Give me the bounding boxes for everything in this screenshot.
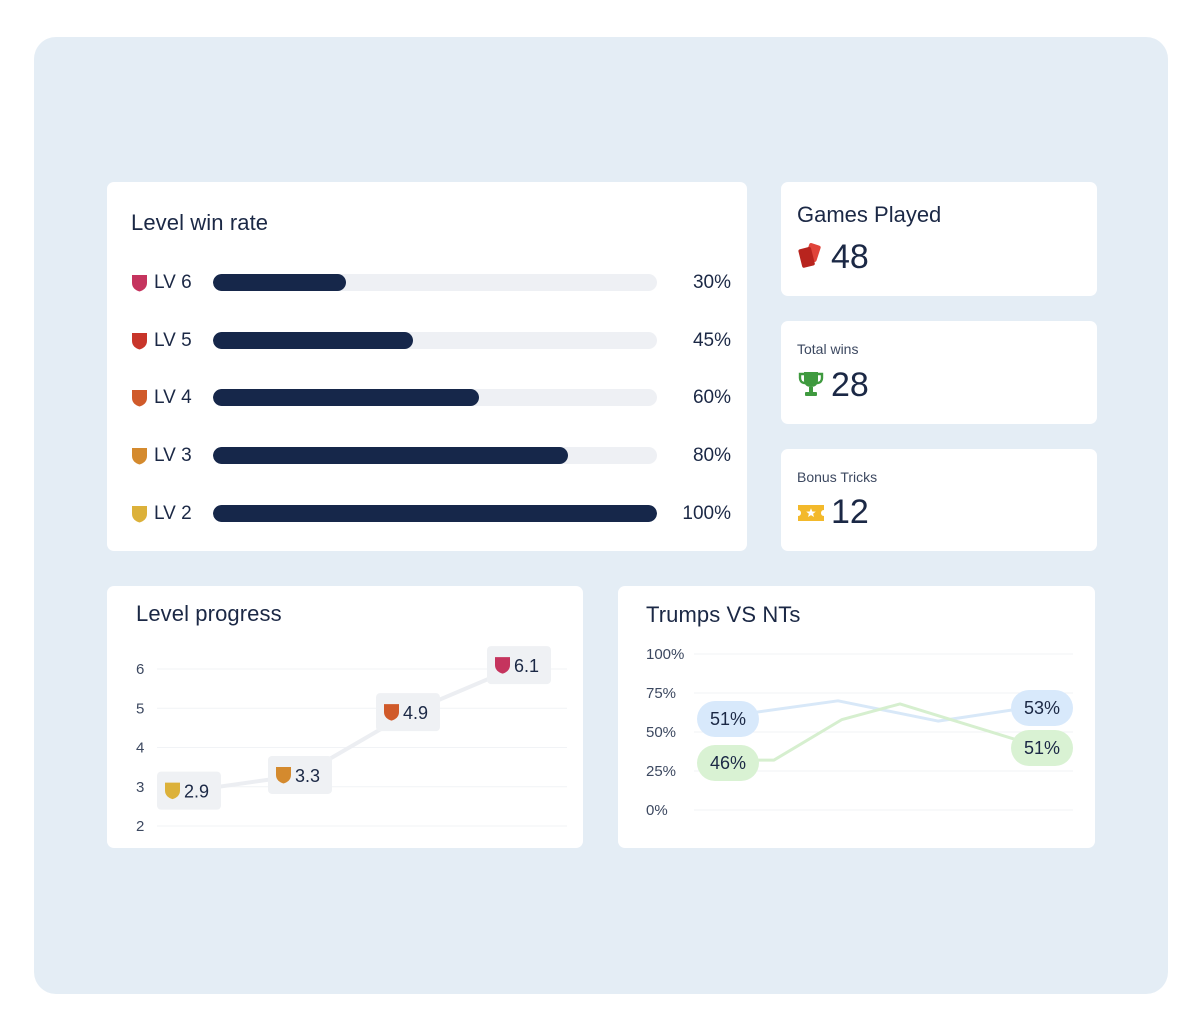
games-played-label: Games Played [797, 202, 942, 227]
y-tick-label: 5 [136, 700, 144, 717]
level-row: LV 5 45% [131, 329, 731, 353]
level-row: LV 6 30% [131, 271, 731, 295]
shield-icon [276, 766, 291, 784]
point-label-box [157, 771, 221, 810]
point-label-box [487, 646, 551, 685]
trumps-vs-nts-chart: 100% 75% 50% 25% 0% 51% 53% 46% 51% [646, 646, 1073, 819]
games-played-card: Games Played 48 [781, 182, 1097, 296]
trophy-icon [797, 370, 825, 403]
shield-icon [384, 704, 399, 721]
ticket-star-icon [797, 501, 825, 530]
progress-point: 3.3 [268, 755, 332, 794]
level-label: LV 5 [154, 330, 192, 351]
win-rate-bar-track [213, 274, 657, 291]
shield-icon [131, 274, 148, 292]
series-value-label: 51% [710, 709, 746, 729]
total-wins-label: Total wins [797, 341, 859, 357]
series-value-pill: 51% [1011, 730, 1073, 766]
level-progress-title: Level progress [136, 601, 282, 626]
level-progress-chart: 6 5 4 3 2 2.9 3.3 4.9 6.1 [136, 646, 567, 835]
progress-line [190, 663, 522, 793]
point-label-box [376, 693, 440, 732]
shield-icon [165, 782, 180, 800]
win-rate-bar-fill [213, 505, 657, 522]
point-value-label: 4.9 [403, 703, 428, 723]
level-win-rate-card: Level win rate LV 6 30% LV 5 45% LV 4 60% LV 3… [107, 182, 747, 551]
win-rate-bar-fill [213, 389, 480, 406]
win-rate-percent: 80% [692, 445, 731, 466]
win-rate-bar-track [213, 447, 657, 464]
y-tick-label: 100% [646, 646, 684, 663]
y-tick-label: 4 [136, 740, 144, 757]
point-label-box [268, 755, 332, 794]
series-value-pill: 53% [1011, 690, 1073, 726]
level-row: LV 3 80% [131, 444, 731, 468]
level-label: LV 4 [154, 387, 192, 408]
y-tick-label: 25% [646, 763, 676, 780]
series-value-pill: 51% [697, 701, 759, 737]
win-rate-bar-fill [213, 332, 413, 349]
progress-point: 2.9 [157, 771, 221, 810]
win-rate-percent: 45% [692, 330, 731, 351]
point-value-label: 2.9 [184, 782, 209, 802]
y-tick-label: 75% [646, 685, 676, 702]
win-rate-percent: 60% [692, 387, 731, 408]
bonus-tricks-value: 12 [831, 493, 869, 531]
shield-icon [495, 657, 510, 674]
series-value-label: 46% [710, 753, 746, 773]
trumps-vs-nts-card: Trumps VS NTs 100% 75% 50% 25% 0% 51% 53% 46% 51… [618, 586, 1095, 848]
win-rate-percent: 30% [692, 272, 731, 293]
y-tick-label: 2 [136, 818, 144, 835]
y-tick-label: 3 [136, 779, 144, 796]
point-value-label: 3.3 [295, 766, 320, 786]
level-win-rate-title: Level win rate [131, 210, 269, 235]
progress-point: 6.1 [487, 646, 551, 685]
total-wins-value: 28 [831, 366, 869, 404]
level-row: LV 2 100% [131, 502, 731, 526]
level-label: LV 2 [154, 503, 192, 524]
pill-background [1011, 690, 1073, 726]
level-row: LV 4 60% [131, 386, 731, 410]
pill-background [697, 745, 759, 781]
shield-icon [131, 332, 148, 350]
trumps-vs-nts-title: Trumps VS NTs [646, 602, 801, 627]
win-rate-bar-track [213, 505, 657, 522]
y-tick-label: 6 [136, 661, 144, 678]
win-rate-bar-track [213, 332, 657, 349]
series-value-pill: 46% [697, 745, 759, 781]
pill-background [1011, 730, 1073, 766]
total-wins-card: Total wins 28 [781, 321, 1097, 424]
games-played-value: 48 [831, 238, 869, 276]
pill-background [697, 701, 759, 737]
win-rate-bar-track [213, 389, 657, 406]
y-tick-label: 0% [646, 802, 668, 819]
level-label: LV 3 [154, 445, 192, 466]
shield-icon [131, 505, 148, 523]
level-label: LV 6 [154, 272, 192, 293]
bonus-tricks-card: Bonus Tricks 12 [781, 449, 1097, 551]
playing-cards-icon [797, 242, 825, 275]
shield-icon [131, 389, 148, 407]
level-progress-card: Level progress 6 5 4 3 2 2.9 3.3 4.9 6.1 [107, 586, 583, 848]
shield-icon [131, 447, 148, 465]
progress-point: 4.9 [376, 693, 440, 732]
series-line-trumps [725, 699, 1043, 723]
bonus-tricks-label: Bonus Tricks [797, 469, 878, 485]
win-rate-bar-fill [213, 447, 569, 464]
win-rate-percent: 100% [682, 503, 731, 524]
win-rate-bar-fill [213, 274, 347, 291]
point-value-label: 6.1 [514, 656, 539, 676]
series-value-label: 51% [1024, 738, 1060, 758]
y-tick-label: 50% [646, 724, 676, 741]
series-value-label: 53% [1024, 698, 1060, 718]
